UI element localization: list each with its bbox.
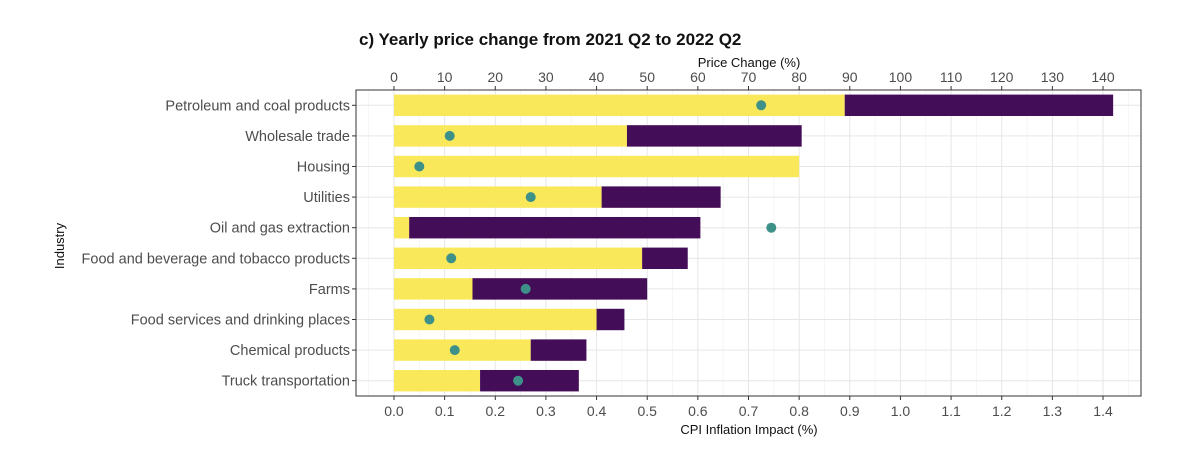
category-label: Housing (297, 160, 350, 176)
bottom-tick-label: 0.0 (384, 403, 404, 419)
bar-segment-1 (393, 125, 627, 147)
bar-segment-2 (601, 186, 721, 208)
price-change-point (520, 283, 531, 294)
bottom-tick-label: 0.4 (587, 403, 607, 419)
chart-title: c) Yearly price change from 2021 Q2 to 2… (359, 30, 741, 49)
category-label: Food services and drinking places (131, 313, 350, 329)
category-label: Utilities (303, 190, 350, 206)
top-tick-label: 110 (940, 69, 963, 85)
price-change-point (446, 253, 457, 264)
category-label: Food and beverage and tobacco products (82, 251, 350, 267)
bar-segment-1 (393, 216, 410, 239)
top-tick-label: 80 (791, 69, 807, 85)
bar-segment-1 (393, 369, 481, 392)
bar-segment-1 (393, 308, 597, 331)
top-tick-label: 10 (437, 69, 453, 85)
category-label: Farms (309, 282, 350, 298)
price-change-point (449, 345, 460, 356)
bar-segment-1 (393, 94, 845, 117)
category-label: Truck transportation (222, 374, 350, 390)
bottom-tick-label: 0.8 (789, 403, 809, 419)
top-axis-title: Price Change (%) (698, 55, 801, 70)
category-label: Oil and gas extraction (210, 221, 350, 237)
y-axis-title: Industry (52, 222, 67, 269)
top-tick-label: 140 (1091, 69, 1115, 85)
price-change-point (414, 161, 425, 172)
category-label: Petroleum and coal products (165, 98, 350, 114)
bar-segment-1 (393, 247, 643, 270)
top-tick-label: 120 (990, 69, 1014, 85)
bar-segment-1 (393, 339, 531, 361)
bottom-tick-label: 0.7 (739, 403, 759, 419)
price-change-point (756, 100, 767, 111)
price-change-point (525, 192, 536, 203)
top-tick-label: 30 (538, 69, 554, 85)
bar-segment-2 (596, 308, 625, 331)
bottom-tick-label: 0.3 (536, 403, 556, 419)
top-tick-label: 0 (390, 69, 398, 85)
bar-segment-2 (626, 125, 802, 147)
bar-segment-2 (530, 339, 587, 361)
top-tick-label: 40 (589, 69, 605, 85)
bottom-tick-label: 0.2 (486, 403, 506, 419)
category-label: Wholesale trade (245, 129, 350, 145)
axes-layer: 0.0 0.1 0.2 0.3 0.4 0.5 0.6 0.7 0.8 0.9 1.0 1.1 1.2 1… (352, 69, 1115, 419)
top-tick-label: 90 (842, 69, 858, 85)
price-change-point (444, 130, 455, 141)
bottom-tick-label: 0.9 (840, 403, 860, 419)
price-change-point (766, 222, 777, 233)
bar-segment-1 (393, 186, 602, 208)
bottom-tick-label: 1.2 (992, 403, 1012, 419)
bar-segment-2 (642, 247, 688, 270)
bar-segment-2 (480, 369, 579, 392)
bars-layer (393, 94, 1114, 392)
bar-segment-2 (409, 216, 701, 239)
top-tick-label: 60 (690, 69, 706, 85)
category-labels: Petroleum and coal products Wholesale tra… (82, 98, 350, 389)
points-layer (414, 100, 777, 386)
bottom-tick-label: 0.1 (435, 403, 455, 419)
bottom-tick-label: 1.4 (1093, 403, 1113, 419)
top-tick-label: 50 (639, 69, 655, 85)
price-change-point (513, 375, 524, 386)
bottom-tick-label: 0.6 (688, 403, 708, 419)
bottom-tick-label: 0.5 (637, 403, 657, 419)
category-label: Chemical products (230, 343, 350, 359)
top-tick-label: 100 (889, 69, 913, 85)
bar-segment-2 (472, 278, 648, 300)
bottom-tick-label: 1.0 (891, 403, 911, 419)
price-change-point (424, 314, 435, 325)
top-tick-label: 20 (487, 69, 503, 85)
bar-segment-1 (393, 278, 473, 300)
bottom-tick-label: 1.3 (1043, 403, 1063, 419)
top-tick-label: 130 (1041, 69, 1065, 85)
bottom-axis-title: CPI Inflation Impact (%) (680, 422, 817, 437)
bar-segment-2 (844, 94, 1114, 117)
bottom-tick-label: 1.1 (941, 403, 961, 419)
bar-segment-1 (393, 155, 800, 178)
top-tick-label: 70 (741, 69, 757, 85)
